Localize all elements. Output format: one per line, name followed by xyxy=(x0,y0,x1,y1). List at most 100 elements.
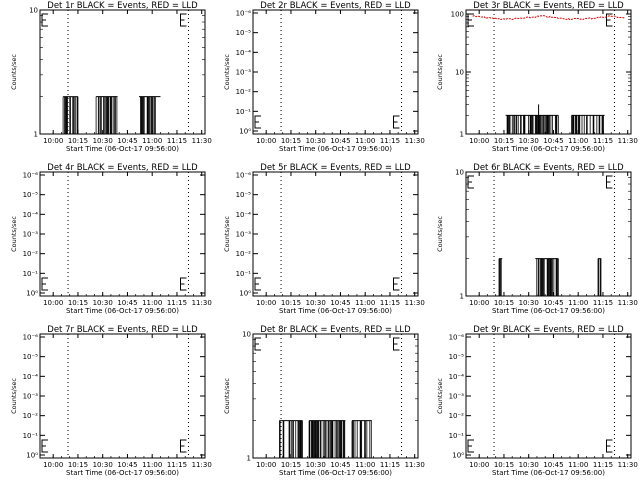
panel-title: Det 5r BLACK = Events, RED = LLD xyxy=(260,163,411,173)
bracket-marker xyxy=(393,277,400,291)
x-tick-label: 11:00 xyxy=(355,137,375,145)
y-tick-label: 10⁻⁵ xyxy=(236,191,252,199)
panel-2: Det 2r BLACK = Events, RED = LLD 10:00 10:… xyxy=(223,1,425,153)
x-tick-label: 10:00 xyxy=(469,461,489,469)
panel-title: Det 4r BLACK = Events, RED = LLD xyxy=(47,163,198,173)
bracket-marker xyxy=(41,277,48,291)
y-tick-label: 10⁻¹ xyxy=(449,432,465,440)
x-tick-label: 11:15 xyxy=(167,461,187,469)
x-tick-label: 10:00 xyxy=(469,137,489,145)
x-tick-label: 11:30 xyxy=(618,299,638,307)
y-tick-label: 1 xyxy=(247,455,251,463)
x-tick-label: 11:00 xyxy=(355,299,375,307)
panel-3: Det 3r BLACK = Events, RED = LLD 10:00 10:… xyxy=(436,1,638,153)
y-tick-label: 10⁻¹ xyxy=(236,108,252,116)
x-tick-label: 11:30 xyxy=(192,461,212,469)
plot-frame xyxy=(252,333,419,459)
x-axis-label: Start Time (06-Oct-17 09:56:00) xyxy=(492,307,605,315)
panel-7: Det 7r BLACK = Events, RED = LLD 10:00 10:… xyxy=(10,325,212,477)
y-tick-label: 10⁻⁴ xyxy=(23,211,39,219)
x-tick-label: 10:15 xyxy=(494,137,514,145)
x-tick-label: 11:30 xyxy=(405,299,425,307)
panel-6: Det 6r BLACK = Events, RED = LLD 10:00 10:… xyxy=(436,163,638,315)
x-tick-label: 10:15 xyxy=(68,299,88,307)
y-axis-label: Counts/sec xyxy=(436,54,444,90)
x-axis-label: Start Time (06-Oct-17 09:56:00) xyxy=(66,145,179,153)
x-axis-label: Start Time (06-Oct-17 09:56:00) xyxy=(66,469,179,477)
bracket-marker xyxy=(393,337,400,351)
x-tick-label: 10:15 xyxy=(281,461,301,469)
x-tick-label: 11:30 xyxy=(405,461,425,469)
x-tick-label: 10:15 xyxy=(68,137,88,145)
x-tick-label: 10:30 xyxy=(306,137,326,145)
x-tick-label: 10:00 xyxy=(256,299,276,307)
y-tick-label: 10⁻⁶ xyxy=(23,172,39,180)
bracket-marker xyxy=(180,439,187,453)
x-tick-label: 11:00 xyxy=(142,299,162,307)
y-tick-label: 10 xyxy=(242,331,251,339)
x-tick-label: 11:15 xyxy=(593,461,613,469)
panel-title: Det 3r BLACK = Events, RED = LLD xyxy=(473,1,624,11)
x-tick-label: 11:15 xyxy=(167,137,187,145)
y-tick-label: 10⁻⁶ xyxy=(236,10,252,18)
plot-frame xyxy=(39,171,206,297)
x-tick-label: 11:30 xyxy=(618,461,638,469)
bracket-marker xyxy=(254,277,261,291)
y-tick-label: 10⁻⁵ xyxy=(23,353,39,361)
y-tick-label: 10⁻⁴ xyxy=(236,49,252,57)
bracket-marker xyxy=(467,175,474,189)
bracket-marker xyxy=(254,115,261,129)
x-tick-label: 10:30 xyxy=(519,461,539,469)
y-axis-label: Counts/sec xyxy=(436,378,444,414)
x-tick-label: 10:15 xyxy=(68,461,88,469)
x-tick-label: 10:30 xyxy=(306,299,326,307)
x-tick-label: 10:30 xyxy=(93,461,113,469)
y-axis-label: Counts/sec xyxy=(10,378,18,414)
x-tick-label: 10:30 xyxy=(519,137,539,145)
bracket-marker xyxy=(467,13,474,27)
y-axis-label: Counts/sec xyxy=(223,378,231,414)
x-tick-label: 11:00 xyxy=(568,299,588,307)
bracket-marker xyxy=(606,175,613,189)
y-tick-label: 10⁰ xyxy=(239,128,251,136)
panel-4: Det 4r BLACK = Events, RED = LLD 10:00 10:… xyxy=(10,163,212,315)
x-tick-label: 11:30 xyxy=(192,137,212,145)
x-tick-label: 10:00 xyxy=(469,299,489,307)
x-tick-label: 10:15 xyxy=(494,299,514,307)
bracket-marker xyxy=(467,439,474,453)
y-tick-label: 10⁻⁶ xyxy=(236,172,252,180)
y-tick-label: 10⁻² xyxy=(449,412,465,420)
x-tick-label: 10:15 xyxy=(494,461,514,469)
y-tick-label: 10⁻² xyxy=(236,250,252,258)
y-tick-label: 1 xyxy=(460,131,464,139)
plot-frame xyxy=(465,333,632,459)
lld-trace xyxy=(472,15,625,21)
y-tick-label: 10⁻⁴ xyxy=(23,373,39,381)
x-tick-label: 11:15 xyxy=(380,299,400,307)
y-tick-label: 10 xyxy=(29,7,38,15)
x-tick-label: 10:30 xyxy=(93,299,113,307)
x-tick-label: 10:45 xyxy=(330,461,350,469)
y-tick-label: 10⁰ xyxy=(26,290,38,298)
bracket-marker xyxy=(180,277,187,291)
y-tick-label: 10⁻² xyxy=(236,88,252,96)
y-tick-label: 1 xyxy=(34,131,38,139)
y-tick-label: 1 xyxy=(460,293,464,301)
y-tick-label: 10⁻⁶ xyxy=(23,334,39,342)
panel-title: Det 7r BLACK = Events, RED = LLD xyxy=(47,325,198,335)
plot-frame xyxy=(252,171,419,297)
y-tick-label: 100 xyxy=(451,11,464,19)
x-tick-label: 10:45 xyxy=(543,299,563,307)
x-axis-label: Start Time (06-Oct-17 09:56:00) xyxy=(279,145,392,153)
x-tick-label: 11:15 xyxy=(593,299,613,307)
x-axis-label: Start Time (06-Oct-17 09:56:00) xyxy=(66,307,179,315)
x-tick-label: 10:00 xyxy=(43,461,63,469)
x-tick-label: 10:00 xyxy=(43,299,63,307)
panel-title: Det 6r BLACK = Events, RED = LLD xyxy=(473,163,624,173)
x-tick-label: 10:30 xyxy=(519,299,539,307)
y-tick-label: 10⁻⁵ xyxy=(236,29,252,37)
panel-title: Det 1r BLACK = Events, RED = LLD xyxy=(47,1,198,11)
x-tick-label: 10:00 xyxy=(43,137,63,145)
y-tick-label: 10⁻² xyxy=(23,250,39,258)
